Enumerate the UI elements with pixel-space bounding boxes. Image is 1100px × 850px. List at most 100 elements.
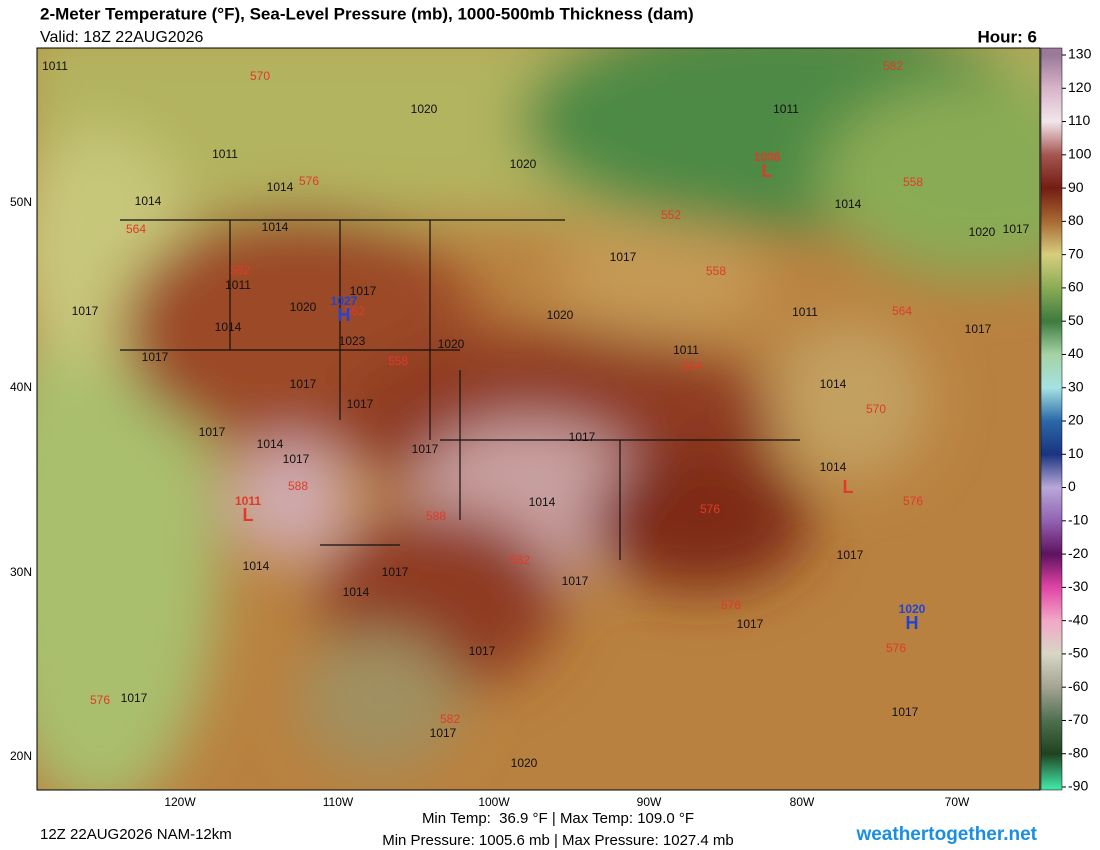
temperature-range: Min Temp: 36.9 °F | Max Temp: 109.0 °F	[422, 810, 694, 827]
thickness-label: 582	[440, 712, 460, 726]
thickness-label: 558	[388, 354, 408, 368]
colorbar-tick-label: 30	[1068, 378, 1084, 394]
thickness-label: 576	[721, 598, 741, 612]
forecast-hour: Hour: 6	[978, 27, 1038, 46]
pressure-center-symbol: L	[843, 477, 854, 497]
isobar-label: 1020	[510, 157, 537, 171]
colorbar-tick-label: 50	[1068, 312, 1084, 328]
isobar-label: 1017	[199, 425, 226, 439]
isobar-label: 1020	[290, 300, 317, 314]
thickness-label: 576	[700, 502, 720, 516]
latitude-label: 40N	[10, 380, 32, 394]
isobar-label: 1014	[820, 460, 847, 474]
colorbar-tick-label: 0	[1068, 478, 1076, 494]
colorbar-tick-label: 110	[1068, 112, 1091, 128]
colorbar-tick-label: 10	[1068, 445, 1084, 461]
model-run: 12Z 22AUG2026 NAM-12km	[40, 826, 232, 843]
pressure-center-symbol: L	[243, 505, 254, 525]
isobar-label: 1017	[283, 452, 310, 466]
isobar-label: 1011	[225, 278, 251, 292]
thickness-label: 552	[345, 304, 365, 318]
colorbar-tick-label: -90	[1068, 778, 1088, 794]
isobar-label: 1011	[773, 102, 799, 116]
longitude-label: 70W	[945, 795, 970, 809]
pressure-center-value: 1011	[235, 494, 261, 508]
colorbar	[1040, 47, 1063, 791]
colorbar-tick-label: 60	[1068, 279, 1084, 295]
thickness-label: 576	[903, 494, 923, 508]
isobar-label: 1017	[290, 377, 317, 391]
colorbar-tick-label: 70	[1068, 245, 1084, 261]
colorbar-tick-label: -10	[1068, 512, 1088, 528]
isobar-label: 1014	[267, 180, 294, 194]
isobar-label: 1011	[212, 147, 238, 161]
isobar-label: 1017	[837, 548, 864, 562]
map-background	[37, 48, 1040, 790]
thickness-label: 564	[892, 304, 912, 318]
isobar-label: 1020	[511, 756, 538, 770]
pressure-center-value: 1020	[899, 602, 926, 616]
longitude-label: 100W	[478, 795, 510, 809]
isobar-label: 1017	[382, 565, 409, 579]
pressure-center-symbol: H	[906, 613, 919, 633]
thickness-label: 570	[866, 402, 886, 416]
longitude-label: 90W	[637, 795, 662, 809]
isobar-label: 1020	[547, 308, 574, 322]
isobar-label: 1011	[673, 343, 699, 357]
isobar-label: 1023	[339, 334, 366, 348]
colorbar-tick-label: -50	[1068, 645, 1088, 661]
valid-time: Valid: 18Z 22AUG2026	[40, 29, 203, 46]
isobar-label: 1011	[792, 305, 818, 319]
isobar-label: 1017	[347, 397, 374, 411]
isobar-label: 1014	[343, 585, 370, 599]
isobar-label: 1020	[438, 337, 465, 351]
website[interactable]: weathertogether.net	[855, 824, 1037, 845]
isobar-label: 1014	[835, 197, 862, 211]
thickness-label: 552	[661, 208, 681, 222]
longitude-label: 80W	[790, 795, 815, 809]
thickness-label: 582	[883, 59, 903, 73]
isobar-label: 1017	[430, 726, 457, 740]
thickness-label: 558	[903, 175, 923, 189]
thickness-label: 576	[90, 693, 110, 707]
longitude-label: 120W	[164, 795, 196, 809]
isobar-label: 1017	[892, 705, 919, 719]
pressure-center-value: 1008	[754, 150, 781, 164]
colorbar-tick-label: -30	[1068, 578, 1088, 594]
isobar-label: 1011	[42, 59, 68, 73]
isobar-label: 1017	[737, 617, 764, 631]
latitude-label: 50N	[10, 195, 32, 209]
isobar-label: 1017	[469, 644, 496, 658]
isobar-label: 1017	[412, 442, 439, 456]
isobar-label: 1014	[820, 377, 847, 391]
isobar-label: 1020	[969, 225, 996, 239]
colorbar-tick-label: -40	[1068, 611, 1088, 627]
colorbar-tick-label: -80	[1068, 744, 1088, 760]
isobar-label: 1017	[965, 322, 992, 336]
pressure-center-value: 1027	[331, 294, 358, 308]
colorbar-tick-label: -70	[1068, 711, 1088, 727]
thickness-label: 570	[250, 69, 270, 83]
colorbar-tick-label: 130	[1068, 46, 1092, 62]
isobar-label: 1017	[610, 250, 637, 264]
latitude-label: 30N	[10, 565, 32, 579]
isobar-label: 1017	[1003, 222, 1030, 236]
isobar-label: 1017	[121, 691, 148, 705]
colorbar-tick-label: 100	[1068, 146, 1092, 162]
isobar-label: 1020	[411, 102, 438, 116]
thickness-label: 564	[682, 359, 702, 373]
colorbar-tick-label: 80	[1068, 212, 1084, 228]
pressure-center-symbol: L	[762, 161, 773, 181]
colorbar-tick-label: -60	[1068, 678, 1088, 694]
thickness-label: 588	[288, 479, 308, 493]
thickness-label: 588	[426, 509, 446, 523]
colorbar-tick-label: 20	[1068, 412, 1084, 428]
pressure-center-symbol: H	[338, 305, 351, 325]
thickness-label: 558	[706, 264, 726, 278]
isobar-label: 1014	[529, 495, 556, 509]
isobar-label: 1014	[262, 220, 289, 234]
isobar-label: 1014	[215, 320, 242, 334]
map-frame	[36, 47, 1041, 791]
title: 2-Meter Temperature (°F), Sea-Level Pres…	[40, 4, 694, 23]
